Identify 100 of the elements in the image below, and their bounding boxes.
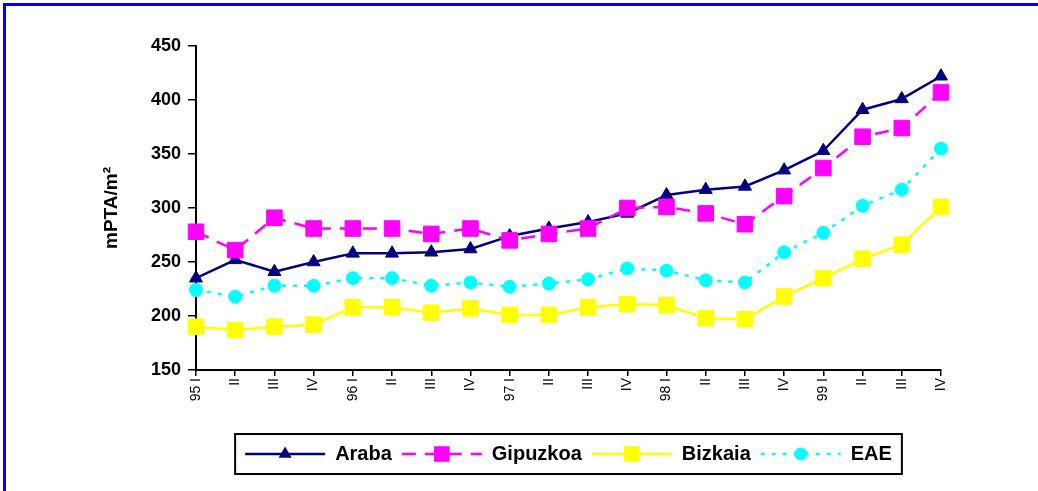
legend-label: Gipuzkoa xyxy=(491,441,583,464)
point xyxy=(266,209,283,226)
point xyxy=(854,128,871,145)
point xyxy=(267,263,282,276)
point xyxy=(737,178,752,191)
point xyxy=(619,295,636,313)
point xyxy=(932,84,950,101)
point xyxy=(383,299,401,316)
point xyxy=(775,288,793,305)
x-tick-label: 97 I xyxy=(500,378,517,402)
x-tick-label: IV xyxy=(304,377,321,392)
point xyxy=(697,309,715,327)
point xyxy=(462,300,479,317)
x-tick-label: III xyxy=(735,378,752,390)
point xyxy=(934,68,948,81)
point xyxy=(422,304,440,322)
point xyxy=(854,250,871,268)
point xyxy=(619,199,636,217)
point xyxy=(579,299,597,316)
point xyxy=(424,244,439,257)
x-tick-label: 98 I xyxy=(657,378,674,402)
point xyxy=(855,198,870,213)
point xyxy=(462,220,479,237)
point xyxy=(305,316,322,333)
point xyxy=(345,271,360,286)
x-tick-label: II xyxy=(226,378,243,386)
point xyxy=(463,241,478,254)
y-tick-label: 400 xyxy=(150,88,181,109)
point xyxy=(424,278,439,293)
point xyxy=(540,306,558,324)
point xyxy=(698,181,713,194)
x-tick-label: III xyxy=(892,378,909,390)
y-tick-label: 450 xyxy=(150,34,181,55)
point xyxy=(893,119,911,137)
y-tick-label: 250 xyxy=(150,250,181,271)
x-tick-label: 95 I xyxy=(186,378,203,402)
point xyxy=(894,182,909,197)
point xyxy=(855,101,870,114)
point xyxy=(187,318,205,336)
point xyxy=(658,198,675,216)
point xyxy=(697,205,715,222)
point xyxy=(187,223,205,241)
point xyxy=(816,225,831,240)
point xyxy=(501,232,518,249)
point xyxy=(226,241,244,259)
point xyxy=(189,270,203,283)
point xyxy=(777,245,792,260)
point xyxy=(344,299,362,316)
point xyxy=(932,198,950,216)
x-tick-label: III xyxy=(265,378,282,390)
point xyxy=(422,225,440,243)
point xyxy=(579,220,597,237)
point xyxy=(541,276,556,291)
point xyxy=(658,296,675,314)
x-tick-label: IV xyxy=(931,377,948,392)
point xyxy=(698,273,713,288)
legend-label: Araba xyxy=(335,441,393,464)
point xyxy=(385,245,400,258)
legend-label: Bizkaia xyxy=(681,441,752,464)
point xyxy=(501,306,518,324)
point xyxy=(816,142,831,156)
point xyxy=(383,220,401,237)
point xyxy=(306,254,321,267)
y-tick-label: 350 xyxy=(150,142,181,163)
x-tick-label: IV xyxy=(618,377,635,392)
point xyxy=(934,141,948,156)
x-tick-label: III xyxy=(578,378,595,390)
point xyxy=(581,272,596,287)
point xyxy=(737,275,752,290)
legend-label: EAE xyxy=(850,441,892,464)
x-tick-label: II xyxy=(382,378,399,386)
x-tick-label: III xyxy=(422,378,439,390)
point xyxy=(777,162,792,175)
x-tick-label: II xyxy=(696,378,713,386)
point xyxy=(305,220,322,237)
point xyxy=(815,269,832,287)
point xyxy=(228,289,243,304)
point xyxy=(736,215,754,233)
point xyxy=(267,278,282,293)
point xyxy=(736,310,754,328)
point xyxy=(385,271,400,286)
point xyxy=(502,279,517,294)
y-tick-label: 300 xyxy=(150,196,181,217)
point xyxy=(775,187,793,205)
x-tick-label: 99 I xyxy=(814,378,831,402)
y-axis-title: mPTA/m² xyxy=(99,167,121,249)
point xyxy=(893,236,911,253)
point xyxy=(815,159,832,177)
point xyxy=(540,225,558,243)
point xyxy=(659,263,674,278)
y-tick-label: 150 xyxy=(150,358,181,379)
point xyxy=(894,90,909,104)
point xyxy=(189,283,203,298)
x-tick-label: IV xyxy=(461,377,478,392)
x-tick-label: II xyxy=(539,378,556,386)
x-tick-label: 96 I xyxy=(343,378,360,402)
x-tick-label: IV xyxy=(775,377,792,392)
point xyxy=(345,245,360,258)
x-tick-label: II xyxy=(853,378,870,386)
point xyxy=(226,321,244,339)
